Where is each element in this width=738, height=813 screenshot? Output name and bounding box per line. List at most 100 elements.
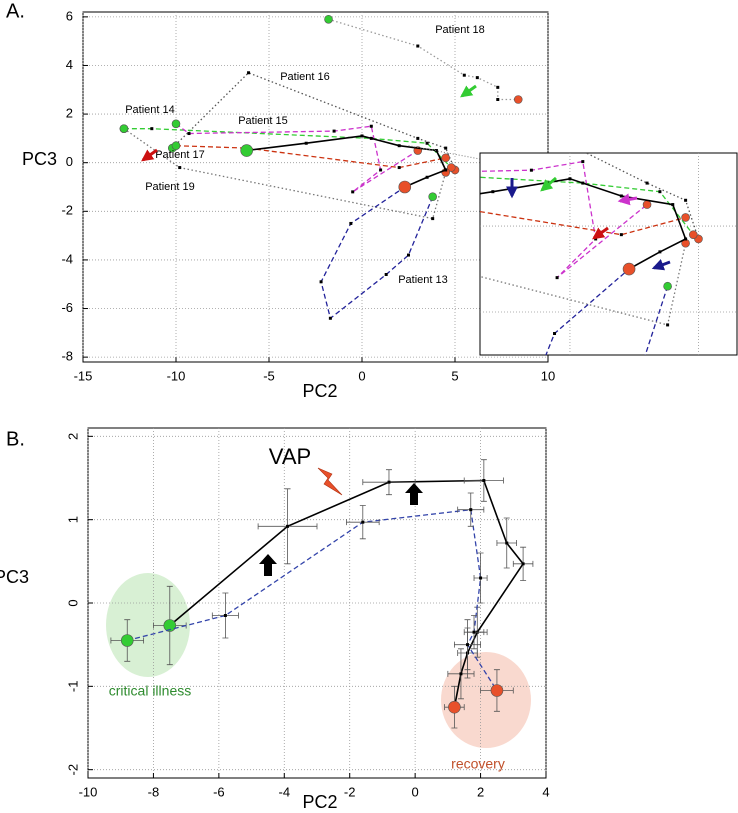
point — [384, 273, 388, 276]
end-point — [513, 95, 523, 104]
point — [444, 168, 448, 172]
x-tick-label: 4 — [542, 784, 549, 799]
end-point — [446, 163, 456, 172]
series-label: Patient 15 — [238, 115, 288, 127]
inset — [480, 153, 737, 355]
point — [619, 194, 623, 198]
start-point — [324, 14, 333, 24]
end-point — [441, 153, 451, 163]
point — [469, 508, 473, 512]
point — [416, 136, 420, 140]
point — [684, 237, 688, 241]
point — [361, 520, 365, 524]
point — [459, 672, 463, 676]
start-point — [240, 144, 253, 157]
start-point — [171, 141, 181, 150]
start-point — [171, 119, 181, 129]
x-axis-label: PC2 — [302, 792, 337, 812]
point — [491, 190, 495, 194]
point — [479, 576, 483, 580]
series-line — [169, 479, 525, 708]
series-label: Patient 19 — [145, 181, 195, 193]
point — [187, 132, 191, 136]
end-point — [681, 213, 690, 222]
start-point — [120, 634, 134, 647]
point — [397, 144, 401, 148]
series-line — [246, 135, 447, 188]
point — [475, 76, 479, 80]
point — [223, 614, 227, 617]
start-point — [663, 281, 672, 291]
y-tick-label: 2 — [66, 106, 73, 121]
point — [658, 250, 662, 254]
series-line — [175, 145, 446, 169]
pointer-arrow — [460, 84, 477, 98]
point — [319, 280, 323, 284]
pointer-arrow — [592, 226, 609, 240]
point — [379, 168, 383, 172]
point — [496, 98, 500, 101]
x-tick-label: -6 — [213, 784, 225, 799]
point — [397, 166, 401, 170]
x-tick-label: -2 — [344, 784, 356, 799]
x-tick-label: -10 — [79, 784, 98, 799]
start-point — [119, 124, 129, 133]
point — [349, 221, 353, 225]
y-axis-label: PC3 — [0, 567, 29, 587]
y-tick-label: -2 — [61, 203, 73, 218]
point — [666, 323, 670, 327]
pointer-arrow — [540, 176, 557, 192]
point — [332, 129, 336, 133]
point — [351, 190, 355, 194]
annotation: recovery — [451, 756, 505, 772]
x-tick-label: -8 — [148, 784, 160, 799]
series-line — [123, 128, 447, 220]
point — [505, 541, 509, 545]
y-tick-label: -4 — [61, 251, 73, 266]
point — [328, 316, 332, 320]
point — [178, 166, 182, 170]
y-axis-label: PC3 — [22, 149, 57, 169]
end-point — [448, 700, 461, 714]
series-label: Patient 14 — [125, 104, 175, 116]
point — [387, 480, 391, 484]
point — [465, 643, 469, 647]
x-tick-label: -5 — [263, 368, 275, 383]
point — [369, 124, 373, 128]
point — [555, 276, 559, 280]
y-tick-label: 0 — [65, 599, 80, 606]
point — [529, 168, 533, 172]
point — [434, 149, 438, 153]
y-tick-label: -8 — [61, 349, 73, 364]
pointer-arrow — [651, 259, 671, 271]
x-tick-label: -10 — [167, 368, 186, 383]
y-tick-label: 1 — [65, 516, 80, 523]
x-tick-label: 5 — [451, 368, 458, 383]
point — [684, 198, 688, 202]
point — [581, 160, 585, 164]
x-tick-label: 0 — [358, 368, 365, 383]
point — [671, 203, 675, 207]
annotation: critical illness — [109, 683, 191, 699]
x-tick-label: 10 — [541, 368, 555, 383]
y-tick-label: 6 — [66, 8, 73, 23]
point — [462, 73, 466, 77]
x-tick-label: 0 — [412, 784, 419, 799]
point — [360, 134, 364, 138]
zoom-connector — [408, 145, 481, 160]
vap-arrow — [405, 483, 423, 505]
point — [304, 141, 308, 145]
y-tick-label: 4 — [66, 57, 73, 72]
y-tick-label: 2 — [65, 433, 80, 440]
lightning — [317, 467, 343, 496]
y-tick-label: -2 — [65, 764, 80, 776]
y-tick-label: -6 — [61, 300, 73, 315]
y-tick-label: 0 — [66, 154, 73, 169]
end-point — [622, 262, 636, 276]
series-line — [480, 210, 686, 236]
point — [568, 177, 572, 181]
series-line — [127, 508, 498, 691]
y-tick-label: -1 — [65, 681, 80, 693]
